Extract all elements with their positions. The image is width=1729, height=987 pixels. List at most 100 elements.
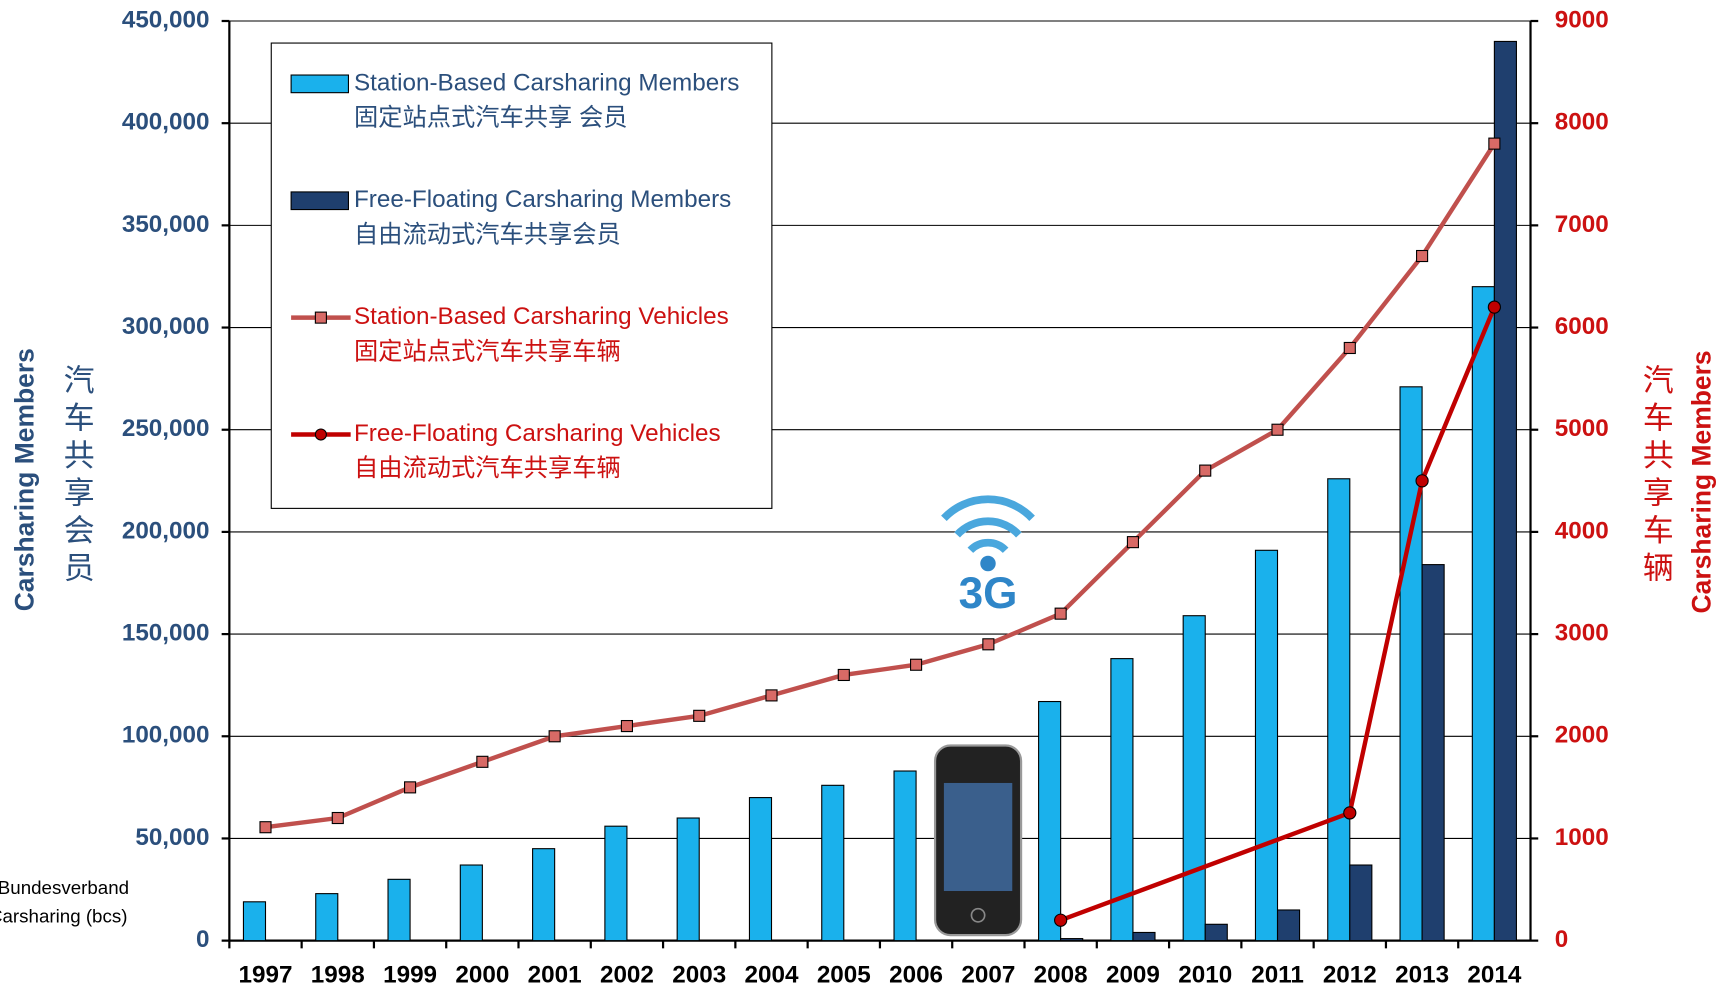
x-tick-label: 2003 bbox=[672, 961, 726, 987]
y-tick-label: 350,000 bbox=[122, 211, 210, 238]
y2-tick-label: 0 bbox=[1555, 926, 1569, 953]
legend-label: Station-Based Carsharing Members bbox=[354, 69, 739, 96]
y-tick-label: 450,000 bbox=[122, 6, 210, 33]
y2-title: Carsharing Members bbox=[1687, 350, 1717, 613]
x-tick-label: 2005 bbox=[817, 961, 871, 987]
point bbox=[404, 781, 417, 794]
x-tick-label: 2009 bbox=[1106, 961, 1160, 987]
point bbox=[765, 689, 778, 702]
legend-label-cn: 自由流动式汽车共享车辆 bbox=[354, 455, 621, 482]
point bbox=[1054, 913, 1068, 927]
y-tick-label: 0 bbox=[196, 926, 210, 953]
y2-tick-label: 8000 bbox=[1555, 109, 1609, 136]
point bbox=[1271, 423, 1284, 436]
x-tick-label: 2006 bbox=[889, 961, 943, 987]
bar bbox=[893, 770, 917, 942]
point bbox=[1487, 300, 1501, 314]
bar bbox=[1038, 700, 1062, 942]
legend-marker bbox=[314, 428, 327, 441]
svg-text:3G: 3G bbox=[959, 569, 1018, 618]
point bbox=[1488, 137, 1501, 150]
point bbox=[1126, 536, 1140, 549]
bar bbox=[1349, 864, 1373, 942]
bar bbox=[1110, 658, 1134, 942]
bar bbox=[1254, 549, 1279, 942]
point bbox=[548, 730, 561, 743]
bar bbox=[1421, 564, 1445, 942]
y-tick-label: 400,000 bbox=[122, 109, 210, 136]
legend-label: Free-Floating Carsharing Vehicles bbox=[354, 420, 721, 447]
y2-tick-label: 1000 bbox=[1555, 824, 1609, 851]
bar bbox=[459, 864, 483, 942]
3g-icon: 3G bbox=[941, 495, 1035, 618]
point bbox=[693, 709, 706, 722]
bar bbox=[242, 901, 267, 942]
decorations: 3G bbox=[933, 495, 1035, 937]
bar bbox=[1471, 286, 1495, 942]
bar bbox=[387, 878, 411, 942]
y-tick-label: 100,000 bbox=[122, 722, 210, 749]
y-tick-label: 300,000 bbox=[122, 313, 210, 340]
legend-label: Station-Based Carsharing Vehicles bbox=[354, 303, 729, 330]
x-tick-label: 2013 bbox=[1395, 961, 1449, 987]
legend-label-cn: 固定站点式汽车共享车辆 bbox=[354, 338, 621, 365]
bar bbox=[1132, 931, 1156, 942]
y2-tick-label: 3000 bbox=[1555, 619, 1609, 646]
x-tick-label: 2010 bbox=[1178, 961, 1232, 987]
bar bbox=[604, 825, 628, 942]
y-title: Carsharing Members bbox=[9, 348, 39, 611]
y2-tick-label: 9000 bbox=[1555, 6, 1609, 33]
y2-tick-label: 7000 bbox=[1555, 211, 1609, 238]
point bbox=[1054, 607, 1067, 620]
x-tick-label: 2008 bbox=[1034, 961, 1088, 987]
y-tick-label: 50,000 bbox=[135, 824, 209, 851]
point bbox=[1199, 464, 1212, 477]
y2-title-cn: 汽车共享车辆 bbox=[1638, 364, 1673, 589]
bar bbox=[532, 848, 556, 942]
y-tick-label: 250,000 bbox=[122, 415, 210, 442]
bar bbox=[1182, 615, 1206, 942]
bar bbox=[1276, 909, 1301, 942]
point bbox=[837, 668, 850, 682]
point bbox=[982, 638, 995, 651]
x-tick-label: 1997 bbox=[239, 961, 293, 987]
legend-swatch bbox=[290, 191, 349, 211]
bar bbox=[1493, 40, 1517, 942]
x-tick-label: 2012 bbox=[1323, 961, 1377, 987]
y-tick-label: 150,000 bbox=[122, 619, 210, 646]
phone-icon bbox=[933, 744, 1023, 937]
y-title-cn: 汽车共享会员 bbox=[59, 364, 94, 589]
x-tick-label: 2000 bbox=[455, 961, 509, 987]
bar bbox=[676, 817, 700, 942]
y-tick-label: 200,000 bbox=[122, 517, 210, 544]
source-note: Carsharing (bcs) bbox=[0, 905, 127, 926]
x-tick-label: 1999 bbox=[383, 961, 437, 987]
x-tick-label: 1998 bbox=[311, 961, 365, 987]
legend-label: Free-Floating Carsharing Members bbox=[354, 186, 731, 213]
legend-label-cn: 固定站点式汽车共享 会员 bbox=[354, 105, 628, 132]
bar bbox=[748, 797, 773, 942]
point bbox=[1416, 249, 1429, 263]
legend-box bbox=[270, 42, 773, 509]
y2-tick-label: 2000 bbox=[1555, 722, 1609, 749]
point bbox=[331, 811, 344, 825]
x-tick-label: 2002 bbox=[600, 961, 654, 987]
x-tick-label: 2001 bbox=[528, 961, 582, 987]
legend-marker bbox=[314, 311, 327, 324]
x-tick-label: 2011 bbox=[1251, 961, 1304, 987]
y2-tick-label: 5000 bbox=[1555, 415, 1609, 442]
line bbox=[265, 142, 1497, 830]
point bbox=[910, 658, 923, 671]
point bbox=[620, 719, 633, 733]
point bbox=[1343, 341, 1356, 355]
legend-swatch bbox=[290, 74, 349, 94]
bar bbox=[1204, 923, 1228, 942]
bar bbox=[315, 893, 339, 942]
point bbox=[1415, 474, 1429, 488]
point bbox=[259, 821, 272, 834]
line bbox=[1059, 306, 1497, 923]
source-note: Bundesverband bbox=[0, 877, 129, 898]
bar bbox=[1060, 938, 1084, 942]
bar bbox=[821, 784, 845, 942]
